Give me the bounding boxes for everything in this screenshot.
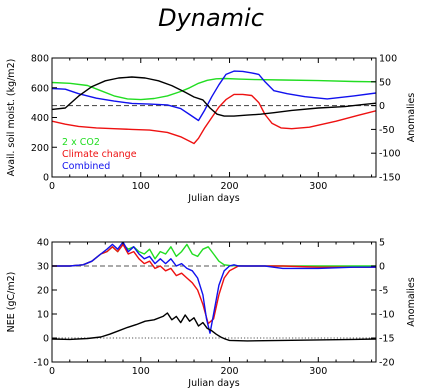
- y-right-tick-label: -15: [379, 334, 395, 345]
- y-tick-label: -10: [33, 358, 49, 369]
- y-tick-label: 600: [31, 83, 49, 94]
- x-tick-label: 100: [132, 366, 150, 377]
- y-axis-label: NEE (gC/m2): [6, 272, 17, 333]
- y-tick-label: 0: [43, 173, 49, 184]
- legend-entry: 2 x CO2: [62, 137, 100, 148]
- y-tick-label: 200: [31, 143, 49, 154]
- y-right-tick-label: 5: [379, 238, 385, 249]
- figure-title: Dynamic: [158, 4, 264, 32]
- legend-entry: Combined: [62, 161, 110, 172]
- y-right-tick-label: -150: [379, 173, 401, 184]
- y-right-tick-label: -20: [379, 358, 395, 369]
- y-right-tick-label: -5: [379, 286, 388, 297]
- plot-frame: [51, 241, 377, 363]
- series-line-2-x-co2: [52, 243, 376, 267]
- legend-entry: Climate change: [62, 149, 137, 160]
- series-line-combined: [52, 242, 376, 334]
- y-tick-label: 0: [43, 334, 49, 345]
- y-axis-label: Avail. soil moist. (kg/m2): [6, 59, 17, 177]
- x-tick-label: 300: [309, 366, 327, 377]
- y-tick-label: 800: [31, 54, 49, 65]
- x-axis-label: Julian days: [187, 193, 239, 204]
- series-line-anomaly: [52, 312, 376, 342]
- x-axis-label: Julian days: [187, 378, 239, 389]
- y-right-axis-label: Anomalies: [406, 277, 417, 327]
- series-line-2-x-co2: [52, 77, 376, 101]
- x-tick-label: 200: [220, 366, 238, 377]
- y-tick-label: 10: [37, 310, 49, 321]
- y-tick-label: 40: [37, 238, 49, 249]
- y-right-tick-label: -50: [379, 125, 395, 136]
- series-line-anomaly: [52, 76, 376, 117]
- x-tick-label: 300: [309, 181, 327, 192]
- y-right-tick-label: 0: [379, 262, 385, 273]
- x-tick-label: 200: [220, 181, 238, 192]
- y-right-axis-label: Anomalies: [406, 93, 417, 143]
- y-right-tick-label: 50: [379, 77, 391, 88]
- y-tick-label: 400: [31, 113, 49, 124]
- nee-panel: 0 100 200 300-10010203040-20-15-10-505Julia…: [6, 238, 417, 390]
- x-tick-label: 100: [132, 181, 150, 192]
- series-line-combined: [52, 70, 376, 122]
- y-tick-label: 30: [37, 262, 49, 273]
- y-tick-label: 20: [37, 286, 49, 297]
- x-tick-label: 0: [49, 366, 55, 377]
- y-right-tick-label: 100: [379, 54, 397, 65]
- x-tick-label: 0: [49, 181, 55, 192]
- series-line-climate-change: [52, 93, 376, 145]
- y-right-tick-label: 0: [379, 101, 385, 112]
- y-right-tick-label: -10: [379, 310, 395, 321]
- y-right-tick-label: -100: [379, 149, 401, 160]
- soil-moisture-panel: 0 100 200 300 0 200 400 600 800 -150 -100 -50 0 50 100…: [6, 54, 417, 205]
